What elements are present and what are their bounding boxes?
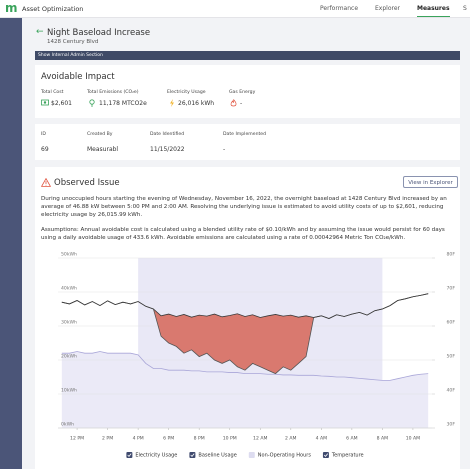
impact-card: Avoidable Impact Total Cost Total Emissi… <box>35 65 460 118</box>
x-tick-label: 4 AM <box>316 436 328 442</box>
checkmark <box>323 453 329 458</box>
metric-label: Total Emissions (CO₂e) <box>87 90 139 95</box>
series-line <box>61 351 429 381</box>
legend-label: Temperature <box>331 453 364 459</box>
x-tick-label: 6 PM <box>163 436 174 442</box>
nav-item[interactable]: S <box>463 5 467 12</box>
x-tick-label: 8 PM <box>194 436 205 442</box>
page-title: Night Baseload Increase <box>47 28 151 38</box>
page-subtitle: 1428 Century Blvd <box>47 39 99 45</box>
nav-item[interactable]: Performance <box>320 5 359 12</box>
metric-label: Total Cost <box>41 90 64 95</box>
checkmark <box>190 453 195 458</box>
details-card: ID Created By Date Identified Date Imple… <box>35 124 460 160</box>
nav-bar: m Asset Optimization Performance Explore… <box>0 0 470 18</box>
legend-label: Baseline Usage <box>198 453 236 459</box>
nav-item[interactable]: Measures <box>417 5 450 17</box>
legend-item[interactable]: Electricity Usage <box>126 452 177 459</box>
field-label: Created By <box>87 132 113 137</box>
x-tick-label: 12 AM <box>253 436 267 442</box>
difference-area <box>61 293 429 374</box>
y-tick-label: 30kWh <box>61 320 77 326</box>
admin-bar[interactable]: Show Internal Admin Section <box>35 51 460 60</box>
legend-item[interactable]: Non-Operating Hours <box>248 452 312 459</box>
checkmark <box>127 453 132 458</box>
logo[interactable]: m <box>5 1 18 15</box>
legend-checkbox <box>248 452 255 458</box>
nav-item[interactable]: Explorer <box>375 5 400 12</box>
y2-tick-label: 30F <box>447 422 456 428</box>
metric-value: - <box>240 100 243 107</box>
y2-tick-label: 60F <box>447 320 456 326</box>
field-value: 11/15/2022 <box>150 146 185 153</box>
legend-item[interactable]: Temperature <box>322 452 364 459</box>
y2-tick-label: 40F <box>447 388 456 394</box>
y2-tick-label: 70F <box>447 286 456 292</box>
x-tick-label: 10 PM <box>223 436 237 442</box>
issue-paragraph: During unoccupied hours starting the eve… <box>41 196 447 219</box>
y-tick-label: 0kWh <box>61 422 74 428</box>
legend-label: Non-Operating Hours <box>258 453 312 459</box>
metric-label: Electricity Usage <box>167 90 206 95</box>
x-tick-label: 10 AM <box>406 436 420 442</box>
card-title: Avoidable Impact <box>41 72 115 82</box>
x-tick-label: 2 AM <box>285 436 297 442</box>
x-tick-label: 6 AM <box>346 436 358 442</box>
legend-checkbox <box>189 452 196 458</box>
y-tick-label: 20kWh <box>61 354 77 360</box>
chart: 0kWh 10kWh 20kWh 30kWh 40kWh 50kWh 30F 40F 50F 60… <box>58 252 456 459</box>
legend-label: Electricity Usage <box>135 453 177 459</box>
gas-icon <box>230 99 237 107</box>
metric-value: 26,016 kWh <box>178 100 215 107</box>
field-value: 69 <box>41 146 49 153</box>
legend-item[interactable]: Baseline Usage <box>189 452 237 459</box>
x-tick-label: 8 AM <box>377 436 389 442</box>
field-label: Date Identified <box>150 132 185 137</box>
field-label: Date Implemented <box>223 132 267 137</box>
metric-label: Gas Energy <box>229 90 256 95</box>
app-name: Asset Optimization <box>22 5 84 13</box>
y-tick-label: 50kWh <box>61 252 77 258</box>
y-tick-label: 40kWh <box>61 286 77 292</box>
x-tick-label: 4 PM <box>133 436 144 442</box>
legend-checkbox <box>126 452 133 458</box>
cost-icon <box>41 99 49 106</box>
metric-value: $2,601 <box>51 100 72 107</box>
admin-bar-label: Show Internal Admin Section <box>38 53 103 58</box>
sidebar <box>0 18 22 469</box>
warning-icon <box>41 178 51 187</box>
x-tick-label: 12 PM <box>70 436 84 442</box>
legend: Electricity Usage Baseline Usage Non-Opera… <box>126 452 364 459</box>
field-value: Measurabl <box>87 146 119 153</box>
electricity-icon <box>170 99 174 107</box>
y2-tick-label: 50F <box>447 354 456 360</box>
x-tick-label: 2 PM <box>102 436 113 442</box>
y-tick-label: 10kWh <box>61 388 77 394</box>
legend-checkbox <box>322 452 329 458</box>
view-in-explorer-button[interactable]: View in Explorer <box>403 176 458 188</box>
issue-paragraph: Assumptions: Annual avoidable cost is ca… <box>41 227 445 242</box>
emissions-icon <box>89 99 95 107</box>
series-line <box>61 293 429 319</box>
metric-value: 11,178 MTCO2e <box>99 100 147 107</box>
card-title: Observed Issue <box>54 178 120 188</box>
back-arrow[interactable]: ← <box>36 27 44 37</box>
temperature-area <box>61 351 429 428</box>
field-value: - <box>223 146 226 153</box>
y2-tick-label: 80F <box>447 252 456 258</box>
field-label: ID <box>41 132 46 137</box>
